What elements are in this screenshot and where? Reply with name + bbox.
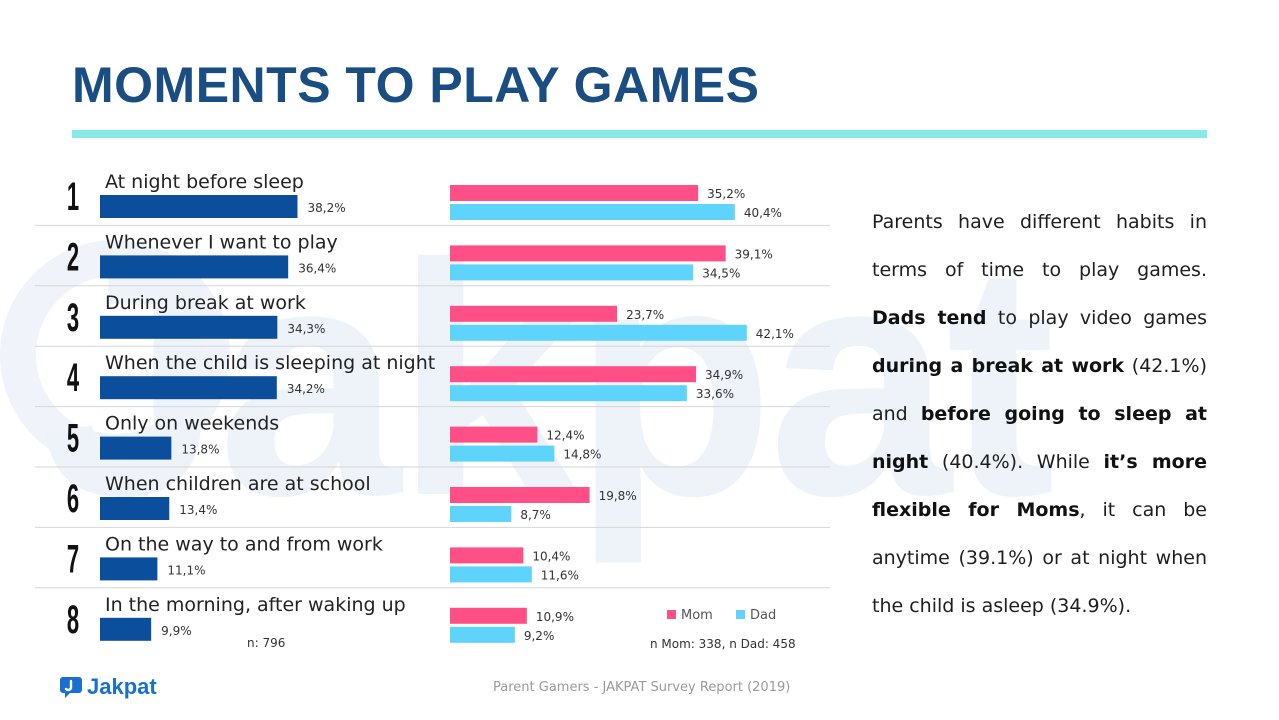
total-bar [100,436,172,460]
split-sample-note: n Mom: 338, n Dad: 458 [650,637,796,651]
total-value-label: 11,1% [167,563,205,577]
total-bar [100,315,278,339]
total-bar [100,195,298,218]
dad-value-label: 8,7% [520,508,551,522]
rank-number: 6 [67,476,79,521]
mom-bar [450,547,524,564]
dad-bar [450,204,735,220]
mom-bar [450,245,726,262]
legend-mom-label: Mom [681,608,713,623]
brand-name: Jakpat [87,674,157,699]
category-label: Whenever I want to play [105,231,338,253]
mom-value-label: 19,8% [599,489,637,503]
mom-bar [450,487,590,503]
mom-value-label: 23,7% [626,308,664,322]
rank-number: 2 [67,234,79,279]
category-label: Only on weekends [105,413,279,435]
total-sample-note: n: 796 [247,636,285,650]
total-value-label: 34,2% [287,382,325,396]
description-text: Parents have different habits in terms o… [872,211,1207,281]
description-emphasis: it’s more flexible for Moms [872,451,1207,521]
total-value-label: 34,3% [287,322,325,336]
mom-value-label: 12,4% [546,429,584,443]
total-value-label: 13,4% [179,503,217,517]
dad-value-label: 42,1% [756,327,794,341]
legend-dad-swatch [736,610,745,619]
description-emphasis: before going to sleep at night [872,403,1207,473]
dad-bar [450,445,555,462]
mom-value-label: 34,9% [705,368,743,382]
dad-bar [450,506,512,522]
dad-value-label: 11,6% [541,568,579,582]
total-bar [100,617,152,641]
total-value-label: 36,4% [298,261,336,275]
description-text: , it can be anytime (39.1%) or at night … [872,499,1207,617]
rank-number: 5 [67,416,79,461]
category-label: When children are at school [105,473,371,495]
mom-value-label: 10,4% [532,549,570,563]
description-text: (42.1%) and [872,355,1207,425]
dad-bar [450,264,694,281]
category-label: In the morning, after waking up [105,594,406,616]
dad-value-label: 14,8% [563,448,601,462]
mom-bar [450,607,527,624]
rank-number: 3 [67,295,79,340]
category-label: At night before sleep [105,171,304,193]
total-bar [100,557,158,581]
dad-value-label: 33,6% [696,387,734,401]
rank-number: 7 [67,536,79,581]
dad-value-label: 40,4% [744,206,782,220]
legend-mom-swatch [667,610,676,619]
dad-value-label: 9,2% [524,629,555,643]
dad-bar [450,626,515,643]
title-underline [72,130,1207,138]
dad-bar [450,566,532,583]
total-value-label: 13,8% [181,443,219,457]
brand-logo: Jakpat [60,674,157,700]
total-bar [100,497,170,520]
rank-number: 8 [67,597,79,642]
category-label: When the child is sleeping at night [105,352,435,374]
legend-dad-label: Dad [750,608,776,623]
dad-value-label: 34,5% [702,266,740,280]
description-emphasis: Dads tend [872,307,987,329]
description-emphasis: during a break at work [872,355,1125,377]
footer-source: Parent Gamers - JAKPAT Survey Report (20… [493,680,791,695]
mom-bar [450,366,697,383]
description-paragraph: Parents have different habits in terms o… [872,198,1207,630]
mom-value-label: 35,2% [707,187,745,201]
total-value-label: 38,2% [307,201,345,215]
rank-number: 4 [67,355,79,400]
mom-value-label: 10,9% [536,610,574,624]
mom-bar [450,185,699,201]
mom-value-label: 39,1% [735,247,773,261]
dad-bar [450,385,687,402]
total-bar [100,376,277,400]
mom-bar [450,305,618,322]
category-label: On the way to and from work [105,533,383,555]
jakpat-logo-icon [60,677,82,698]
description-text: to play video games [986,307,1207,329]
total-bar [100,255,289,279]
dad-bar [450,324,747,341]
page-title: MOMENTS TO PLAY GAMES [72,57,760,113]
mom-bar [450,426,538,443]
total-value-label: 9,9% [161,624,192,638]
category-label: During break at work [105,292,306,314]
rank-number: 1 [67,174,79,219]
description-text: (40.4%). While [928,451,1104,473]
